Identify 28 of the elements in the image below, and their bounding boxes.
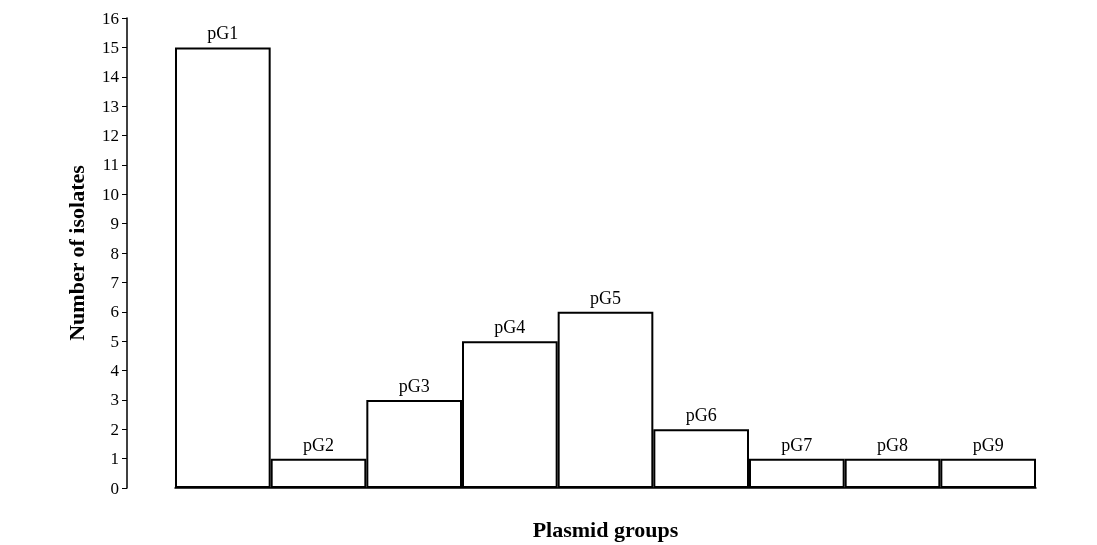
x-tick-label: pG4 (494, 317, 526, 338)
x-tick-label: pG6 (685, 405, 717, 426)
y-tick-label: 16 (102, 8, 119, 28)
y-tick-label: 7 (110, 272, 120, 292)
y-tick-label: 15 (102, 37, 119, 57)
y-tick-label: 10 (102, 184, 119, 204)
y-tick-label: 6 (110, 302, 119, 322)
x-axis-title: Plasmid groups (532, 516, 679, 542)
y-tick-label: 9 (110, 214, 119, 234)
y-tick-label: 12 (102, 126, 119, 145)
y-tick-label: 1 (110, 449, 119, 469)
y-tick-label: 14 (102, 67, 120, 87)
y-tick-label: 11 (102, 155, 119, 175)
x-tick-label: pG8 (877, 434, 908, 455)
y-axis-title: Number of isolates (63, 164, 89, 341)
x-tick-label: pG9 (972, 434, 1004, 455)
y-tick-label: 0 (110, 478, 119, 498)
y-tick-label: 8 (110, 243, 119, 263)
x-tick-label: pG3 (398, 375, 430, 396)
y-tick-label: 2 (110, 419, 119, 439)
y-tick-label: 5 (110, 331, 119, 351)
x-tick-label: pG2 (303, 434, 334, 455)
x-tick-label: pG7 (781, 434, 813, 455)
x-tick-label: pG1 (207, 23, 239, 44)
x-tick-label: pG5 (590, 287, 621, 308)
y-tick-label: 4 (110, 361, 120, 380)
y-tick-label: 3 (110, 390, 119, 410)
y-tick-label: 13 (102, 96, 119, 116)
